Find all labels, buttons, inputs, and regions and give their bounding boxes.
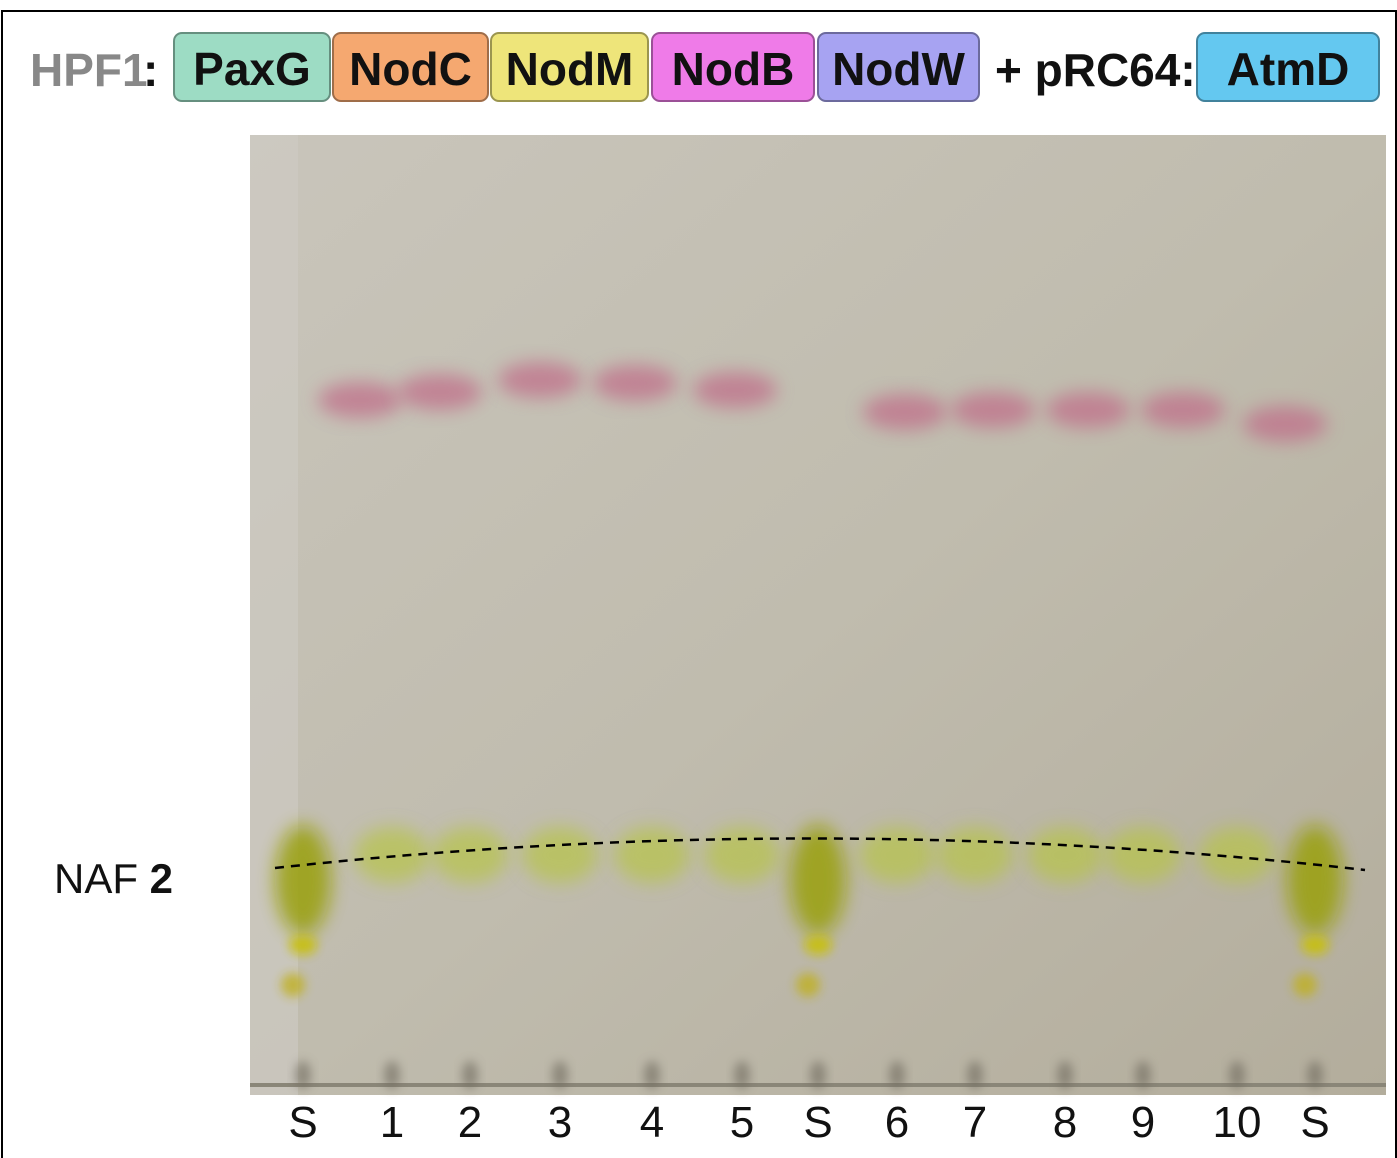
spot (289, 935, 317, 955)
lane-label: S (288, 1098, 318, 1147)
gene-box: NodM (490, 32, 649, 102)
spot (384, 1061, 400, 1089)
spot (796, 973, 820, 997)
spot (295, 1061, 311, 1089)
spot (552, 1061, 568, 1089)
spot (354, 827, 430, 883)
front-line (274, 837, 1366, 872)
spot (644, 1061, 660, 1089)
spot (937, 827, 1013, 883)
spot (498, 362, 582, 398)
gene-box: NodW (817, 32, 980, 102)
lane-label: 4 (639, 1098, 665, 1147)
spot (1229, 1061, 1245, 1089)
lane-label: 3 (547, 1098, 573, 1147)
spot (281, 973, 305, 997)
lane-label: 8 (1052, 1098, 1078, 1147)
gene-box: NodC (332, 32, 489, 102)
lane-label: 6 (884, 1098, 910, 1147)
lane-label: 10 (1212, 1098, 1262, 1147)
lane-label: 1 (379, 1098, 405, 1147)
spot (522, 827, 598, 883)
plasmid-gene: AtmD (1196, 32, 1380, 102)
figure-frame (1, 10, 1397, 1158)
spot (704, 827, 780, 883)
spot (1057, 1061, 1073, 1089)
spot (318, 382, 402, 418)
gene-box: NodB (651, 32, 815, 102)
spot (1307, 1061, 1323, 1089)
lane-label: 7 (962, 1098, 988, 1147)
spot (790, 825, 846, 935)
lane-label: S (803, 1098, 833, 1147)
spot (1243, 406, 1327, 442)
spot (1199, 827, 1275, 883)
spot (863, 394, 947, 430)
spot (804, 935, 832, 955)
annotation-label: NAF (54, 855, 138, 902)
spot (432, 827, 508, 883)
spot (1105, 827, 1181, 883)
spot (1293, 973, 1317, 997)
gene-box: PaxG (173, 32, 331, 102)
lane-label: S (1300, 1098, 1330, 1147)
annotation: NAF 2 (54, 855, 173, 903)
spot (462, 1061, 478, 1089)
lane-label: 5 (729, 1098, 755, 1147)
spot (275, 825, 331, 935)
spot (693, 372, 777, 408)
spot (734, 1061, 750, 1089)
spot (1027, 827, 1103, 883)
spot (810, 1061, 826, 1089)
spot (1287, 825, 1343, 935)
spot (1141, 392, 1225, 428)
spot (593, 365, 677, 401)
spot (614, 827, 690, 883)
lane-label: 2 (457, 1098, 483, 1147)
spot (889, 1061, 905, 1089)
spot (967, 1061, 983, 1089)
spot (1301, 935, 1329, 955)
colon: : (143, 44, 159, 96)
plus-text: + pRC64: (995, 44, 1196, 96)
plate-edge (250, 135, 298, 1095)
spot (1135, 1061, 1151, 1089)
spot (1046, 392, 1130, 428)
spot (859, 827, 935, 883)
spot (398, 374, 482, 410)
lane-label: 9 (1130, 1098, 1156, 1147)
prefix: HPF1 (30, 44, 148, 96)
annotation-number: 2 (149, 855, 174, 902)
spot (951, 392, 1035, 428)
